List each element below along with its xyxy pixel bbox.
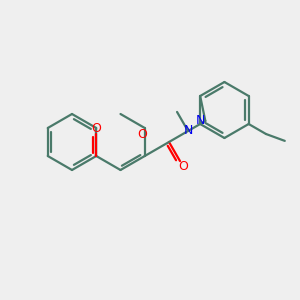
Text: O: O — [178, 160, 188, 173]
Text: O: O — [137, 128, 147, 140]
Text: N: N — [196, 113, 205, 127]
Text: N: N — [184, 124, 194, 137]
Text: O: O — [91, 122, 101, 136]
